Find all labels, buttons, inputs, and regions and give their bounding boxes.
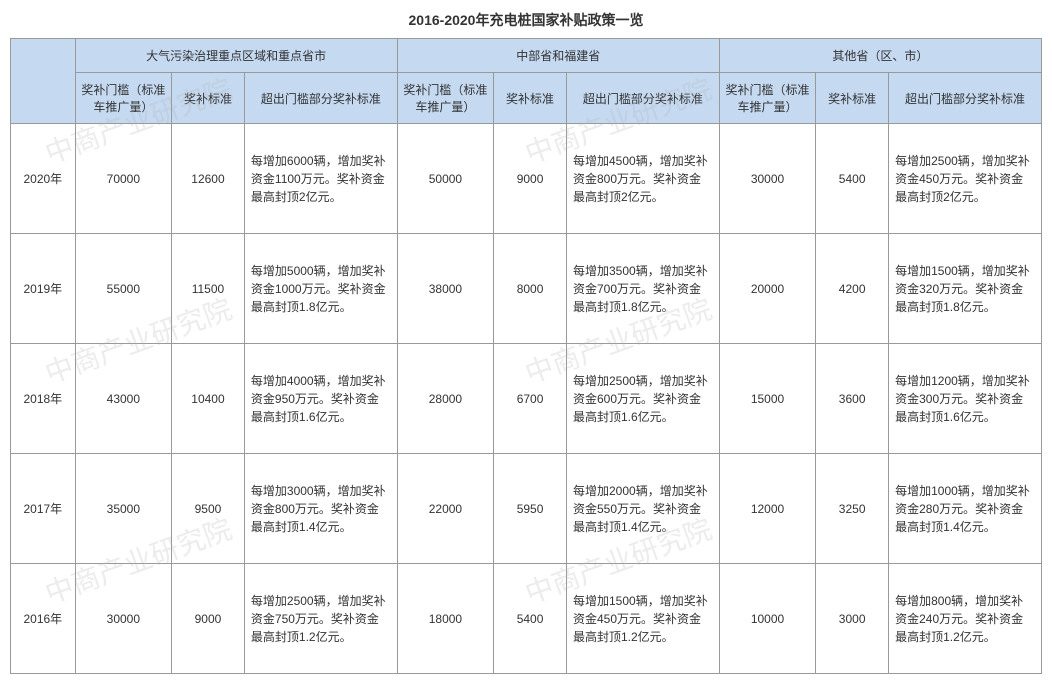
header-group-1: 大气污染治理重点区域和重点省市	[75, 39, 397, 73]
cell-year: 2017年	[11, 454, 76, 564]
cell-year: 2019年	[11, 234, 76, 344]
cell-g3-desc: 每增加1000辆，增加奖补资金280万元。奖补资金最高封顶1.4亿元。	[889, 454, 1042, 564]
table-title: 2016-2020年充电桩国家补贴政策一览	[10, 10, 1042, 30]
cell-g2-std: 8000	[494, 234, 567, 344]
cell-g3-threshold: 10000	[719, 564, 815, 674]
cell-g3-threshold: 20000	[719, 234, 815, 344]
cell-g2-threshold: 28000	[397, 344, 493, 454]
header-g1-desc: 超出门槛部分奖补标准	[244, 73, 397, 124]
cell-g1-desc: 每增加4000辆，增加奖补资金950万元。奖补资金最高封顶1.6亿元。	[244, 344, 397, 454]
header-g1-threshold: 奖补门槛（标准车推广量）	[75, 73, 171, 124]
table-row: 2018年4300010400每增加4000辆，增加奖补资金950万元。奖补资金…	[11, 344, 1042, 454]
cell-g3-std: 3000	[816, 564, 889, 674]
header-g2-threshold: 奖补门槛（标准车推广量）	[397, 73, 493, 124]
table-row: 2019年5500011500每增加5000辆，增加奖补资金1000万元。奖补资…	[11, 234, 1042, 344]
cell-g2-threshold: 22000	[397, 454, 493, 564]
cell-g2-desc: 每增加4500辆，增加奖补资金800万元。奖补资金最高封顶2亿元。	[567, 124, 720, 234]
cell-g2-std: 9000	[494, 124, 567, 234]
cell-g1-threshold: 35000	[75, 454, 171, 564]
cell-g1-std: 9000	[172, 564, 245, 674]
cell-g3-desc: 每增加800辆，增加奖补资金240万元。奖补资金最高封顶1.2亿元。	[889, 564, 1042, 674]
cell-year: 2018年	[11, 344, 76, 454]
cell-g3-std: 3600	[816, 344, 889, 454]
cell-g1-threshold: 30000	[75, 564, 171, 674]
cell-g1-desc: 每增加3000辆，增加奖补资金800万元。奖补资金最高封顶1.4亿元。	[244, 454, 397, 564]
cell-g2-desc: 每增加3500辆，增加奖补资金700万元。奖补资金最高封顶1.8亿元。	[567, 234, 720, 344]
cell-g1-desc: 每增加5000辆，增加奖补资金1000万元。奖补资金最高封顶1.8亿元。	[244, 234, 397, 344]
header-group-2: 中部省和福建省	[397, 39, 719, 73]
cell-g3-threshold: 15000	[719, 344, 815, 454]
cell-g1-std: 11500	[172, 234, 245, 344]
cell-g3-threshold: 30000	[719, 124, 815, 234]
cell-g2-std: 5950	[494, 454, 567, 564]
cell-g3-desc: 每增加2500辆，增加奖补资金450万元。奖补资金最高封顶2亿元。	[889, 124, 1042, 234]
cell-g1-threshold: 43000	[75, 344, 171, 454]
cell-g1-threshold: 55000	[75, 234, 171, 344]
header-group-3: 其他省（区、市）	[719, 39, 1041, 73]
cell-g3-desc: 每增加1500辆，增加奖补资金320万元。奖补资金最高封顶1.8亿元。	[889, 234, 1042, 344]
cell-year: 2020年	[11, 124, 76, 234]
cell-g2-std: 6700	[494, 344, 567, 454]
header-g3-threshold: 奖补门槛（标准车推广量）	[719, 73, 815, 124]
cell-g2-desc: 每增加1500辆，增加奖补资金450万元。奖补资金最高封顶1.2亿元。	[567, 564, 720, 674]
header-g2-desc: 超出门槛部分奖补标准	[567, 73, 720, 124]
cell-g3-std: 3250	[816, 454, 889, 564]
cell-g2-threshold: 38000	[397, 234, 493, 344]
cell-g2-desc: 每增加2000辆，增加奖补资金550万元。奖补资金最高封顶1.4亿元。	[567, 454, 720, 564]
subsidy-table: 大气污染治理重点区域和重点省市 中部省和福建省 其他省（区、市） 奖补门槛（标准…	[10, 38, 1042, 674]
header-g2-std: 奖补标准	[494, 73, 567, 124]
cell-year: 2016年	[11, 564, 76, 674]
cell-g2-desc: 每增加2500辆，增加奖补资金600万元。奖补资金最高封顶1.6亿元。	[567, 344, 720, 454]
cell-g3-std: 5400	[816, 124, 889, 234]
header-g1-std: 奖补标准	[172, 73, 245, 124]
header-g3-std: 奖补标准	[816, 73, 889, 124]
cell-g3-threshold: 12000	[719, 454, 815, 564]
table-row: 2017年350009500每增加3000辆，增加奖补资金800万元。奖补资金最…	[11, 454, 1042, 564]
cell-g1-desc: 每增加6000辆，增加奖补资金1100万元。奖补资金最高封顶2亿元。	[244, 124, 397, 234]
cell-g1-std: 9500	[172, 454, 245, 564]
cell-g2-std: 5400	[494, 564, 567, 674]
cell-g3-desc: 每增加1200辆，增加奖补资金300万元。奖补资金最高封顶1.6亿元。	[889, 344, 1042, 454]
cell-g1-std: 12600	[172, 124, 245, 234]
cell-g1-threshold: 70000	[75, 124, 171, 234]
cell-g2-threshold: 18000	[397, 564, 493, 674]
cell-g1-desc: 每增加2500辆，增加奖补资金750万元。奖补资金最高封顶1.2亿元。	[244, 564, 397, 674]
cell-g3-std: 4200	[816, 234, 889, 344]
header-g3-desc: 超出门槛部分奖补标准	[889, 73, 1042, 124]
table-row: 2016年300009000每增加2500辆，增加奖补资金750万元。奖补资金最…	[11, 564, 1042, 674]
cell-g2-threshold: 50000	[397, 124, 493, 234]
table-row: 2020年7000012600每增加6000辆，增加奖补资金1100万元。奖补资…	[11, 124, 1042, 234]
header-year	[11, 39, 76, 124]
cell-g1-std: 10400	[172, 344, 245, 454]
